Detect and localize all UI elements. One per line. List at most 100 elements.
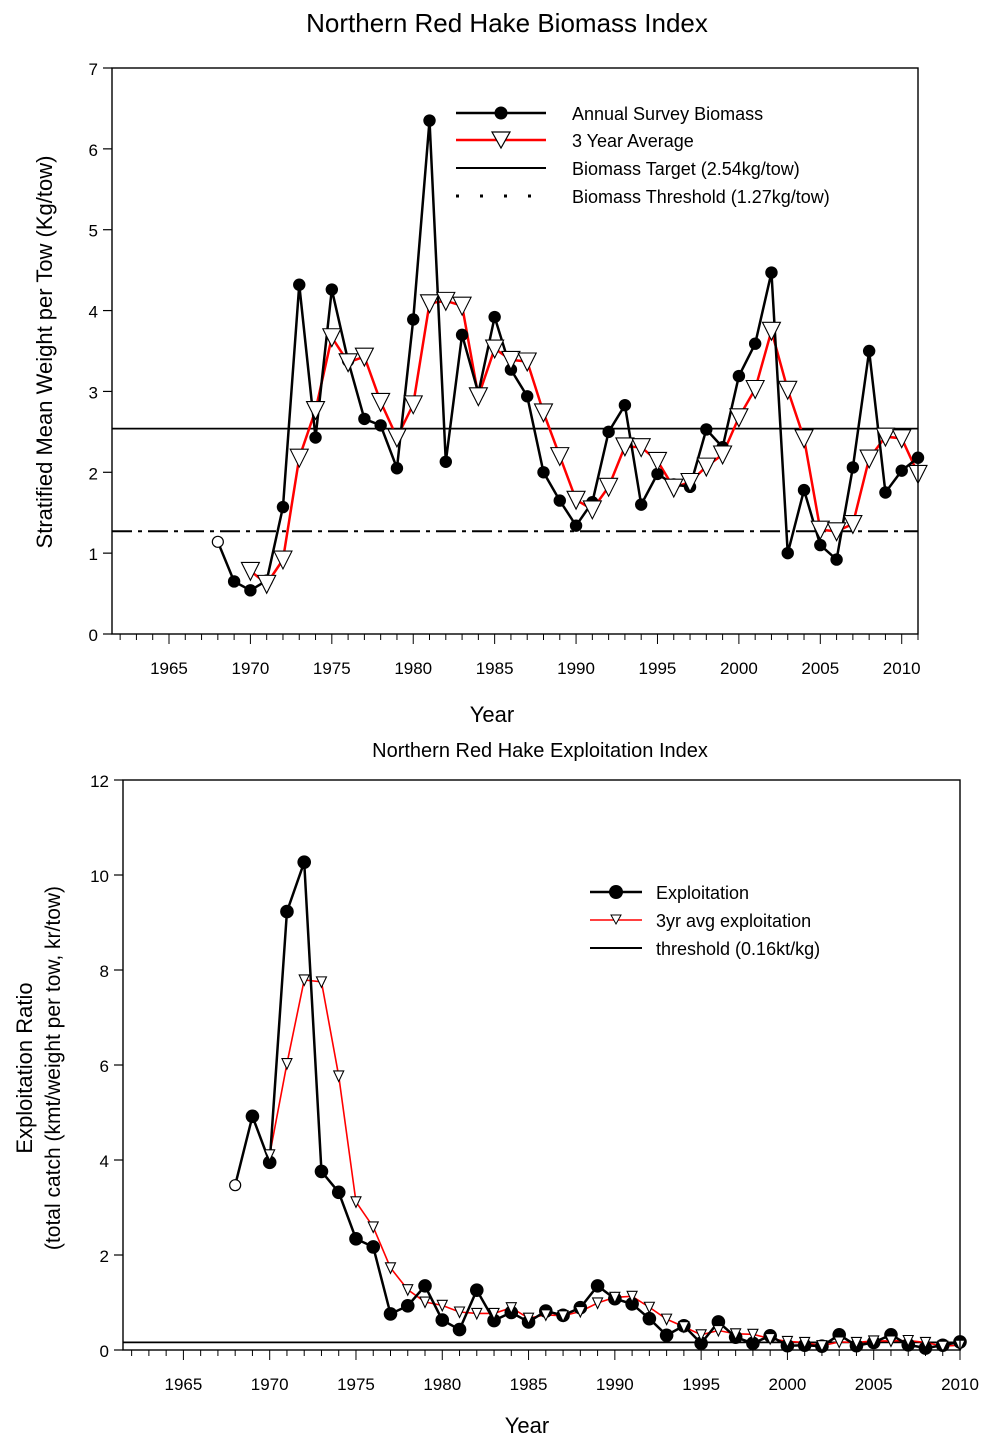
series-lines — [229, 855, 967, 1355]
legend-label: Biomass Threshold (1.27kg/tow) — [572, 187, 830, 207]
avg-point — [354, 347, 375, 368]
data-point — [423, 114, 436, 127]
legend-label: Annual Survey Biomass — [572, 104, 763, 124]
y-tick-label: 4 — [100, 1152, 109, 1171]
avg-point — [289, 448, 310, 469]
avg-point — [591, 1297, 604, 1310]
data-point-open — [211, 535, 224, 548]
x-tick-label: 1990 — [557, 659, 595, 678]
data-point — [374, 419, 387, 432]
y-tick-label: 7 — [89, 60, 98, 79]
avg-point — [777, 380, 798, 401]
data-point — [435, 1313, 450, 1327]
data-point — [407, 313, 420, 326]
avg-point — [885, 1335, 897, 1348]
data-point — [244, 584, 257, 597]
data-point — [748, 337, 762, 350]
data-point — [262, 1155, 277, 1170]
avg-point — [695, 1329, 708, 1342]
series-lines — [211, 114, 928, 597]
legend-entry: Exploitation — [590, 883, 749, 903]
data-point — [418, 1279, 432, 1293]
y-tick-label: 6 — [100, 1057, 109, 1076]
x-tick-label: 1965 — [164, 1375, 202, 1394]
avg-point — [566, 490, 586, 511]
avg-point — [484, 339, 505, 360]
avg-point — [505, 1302, 518, 1315]
data-point — [383, 1307, 398, 1321]
plot-frame — [111, 67, 919, 635]
legend-marker-triangle — [610, 914, 622, 926]
axis-ticks: 0 1 2 3 4 5 6 7 1965 1970 1975 1980 1985 1990 1995 2000… — [89, 60, 921, 678]
x-axis-label: Year — [505, 1413, 549, 1438]
avg-point — [470, 1307, 483, 1321]
y-tick-label: 0 — [89, 626, 98, 645]
x-tick-label: 1985 — [476, 659, 514, 678]
chart-title: Northern Red Hake Biomass Index — [306, 8, 708, 38]
data-point — [625, 1297, 639, 1311]
avg-point — [522, 1312, 535, 1325]
avg-point — [263, 1149, 276, 1162]
avg-point — [315, 976, 328, 989]
avg-point — [764, 1333, 777, 1346]
data-point — [366, 1240, 381, 1254]
avg-point — [696, 457, 717, 478]
data-point — [659, 1328, 674, 1343]
data-point — [455, 328, 469, 342]
data-point — [694, 1336, 708, 1351]
avg-point — [794, 429, 814, 449]
data-point — [569, 519, 583, 532]
x-tick-label: 2005 — [855, 1375, 893, 1394]
avg-point — [781, 1335, 794, 1349]
data-point — [469, 1283, 484, 1297]
avg-point — [468, 387, 489, 407]
avg-point — [419, 294, 440, 314]
avg-point — [453, 1306, 466, 1319]
data-point — [746, 1336, 760, 1351]
avg-point — [643, 1301, 656, 1315]
avg-point — [891, 429, 912, 449]
avg-point — [608, 1291, 621, 1305]
avg-point — [663, 478, 684, 499]
legend-label: Exploitation — [656, 883, 749, 903]
legend-entry: Biomass Threshold (1.27kg/tow) — [456, 187, 830, 207]
data-point — [814, 538, 827, 552]
x-tick-label: 1980 — [423, 1375, 461, 1394]
avg-point — [902, 1334, 915, 1348]
avg-point — [401, 1284, 414, 1297]
avg-point — [859, 449, 880, 470]
legend-label: 3 Year Average — [572, 131, 694, 151]
avg-point — [273, 550, 293, 571]
avg-point — [842, 514, 863, 535]
avg-point — [678, 1321, 690, 1334]
avg-point — [816, 1340, 828, 1353]
series-line-annual — [216, 120, 919, 592]
legend: Annual Survey Biomass 3 Year Average Bio… — [456, 104, 830, 207]
y-tick-label: 8 — [100, 962, 109, 981]
avg-point — [298, 974, 311, 987]
legend: Exploitation 3yr avg exploitation thresh… — [590, 883, 820, 959]
data-point — [642, 1311, 657, 1326]
data-point-open — [229, 1179, 242, 1192]
y-tick-label: 10 — [90, 867, 109, 886]
avg-point — [810, 520, 831, 541]
data-point — [781, 546, 794, 560]
axis-ticks: 0 2 4 6 8 10 12 1965 1970 1975 1980 1985 1990 1995 200… — [90, 772, 979, 1394]
data-point — [537, 466, 550, 479]
avg-point — [533, 403, 554, 424]
data-point — [895, 464, 908, 477]
avg-point — [631, 438, 652, 458]
y-axis-label-line1: Exploitation Ratio — [12, 982, 37, 1153]
avg-point — [350, 1196, 362, 1209]
data-point — [325, 283, 339, 296]
data-point — [314, 1164, 329, 1179]
series-line-annual — [233, 861, 961, 1350]
avg-point — [728, 408, 749, 428]
x-tick-label: 1990 — [596, 1375, 634, 1394]
avg-point — [240, 561, 261, 582]
x-tick-label: 2010 — [883, 659, 921, 678]
series-line-3yr-average — [268, 979, 961, 1348]
y-tick-label: 5 — [89, 222, 98, 241]
data-point — [487, 1313, 501, 1328]
